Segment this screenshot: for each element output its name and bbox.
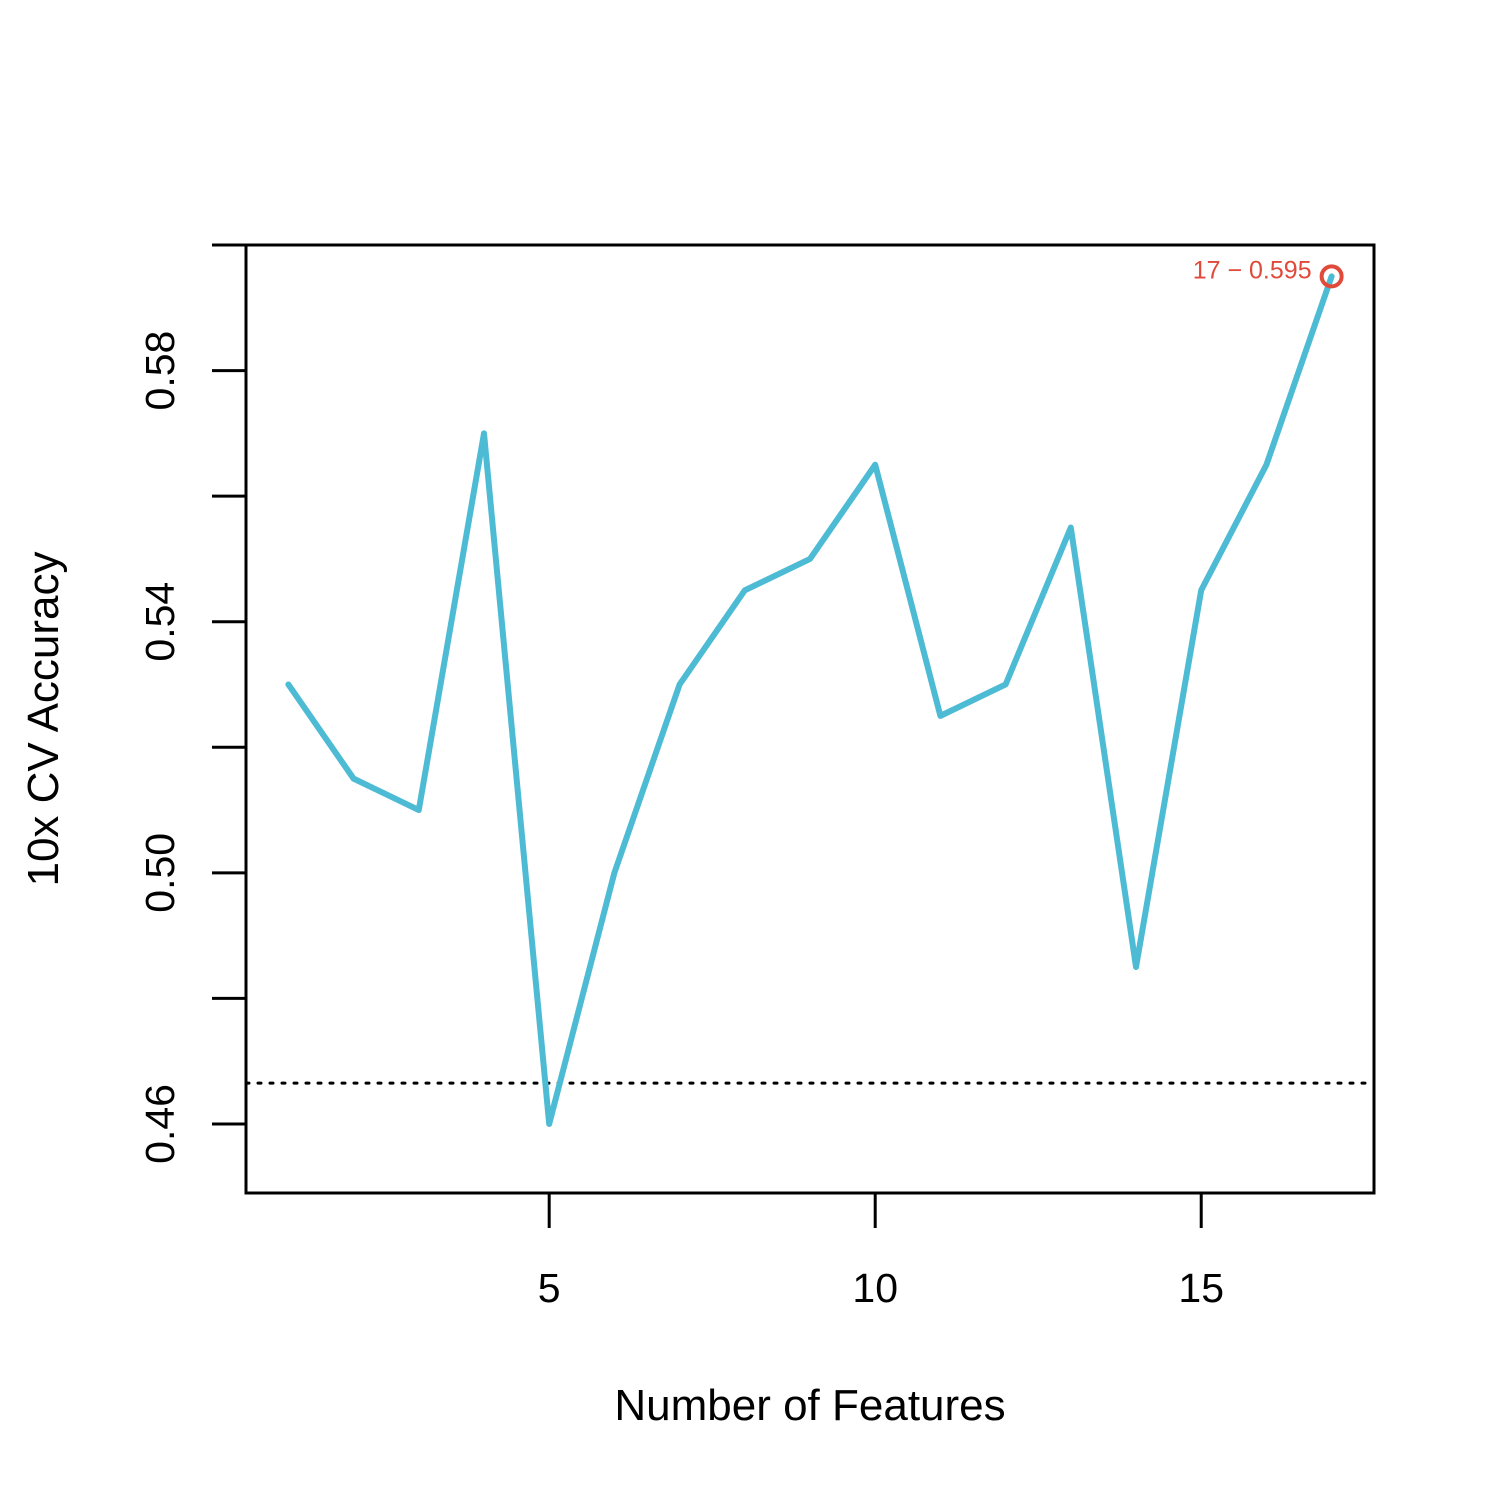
- x-tick-label-10: 10: [852, 1265, 898, 1311]
- data-point-17: [1329, 273, 1335, 279]
- x-tick-label-15: 15: [1178, 1265, 1224, 1311]
- best-point-label: 17 − 0.595: [1193, 256, 1312, 284]
- y-tick-label-4: 0.54: [137, 582, 183, 662]
- data-point-2: [351, 776, 357, 782]
- y-tick-label-0: 0.46: [137, 1084, 183, 1164]
- data-point-9: [807, 556, 813, 562]
- data-point-14: [1133, 964, 1139, 970]
- x-axis-title: Number of Features: [614, 1381, 1005, 1430]
- data-point-6: [611, 870, 617, 876]
- data-point-16: [1263, 462, 1269, 468]
- plot-frame: [244, 243, 1376, 1195]
- y-tick-label-6: 0.58: [137, 331, 183, 411]
- data-point-12: [1003, 681, 1009, 687]
- best-point-marker: [1319, 264, 1344, 289]
- y-axis-title: 10x CV Accuracy: [19, 551, 68, 886]
- data-point-13: [1068, 525, 1074, 531]
- labels-layer: 17 − 0.595 5 10 15 0.46 0.50 0.54 0.58 Number of…: [19, 256, 1312, 1430]
- x-tick-label-5: 5: [538, 1265, 561, 1311]
- data-point-10: [872, 462, 878, 468]
- data-point-5: [546, 1121, 552, 1127]
- data-point-8: [742, 587, 748, 593]
- axes-layer: [212, 243, 1376, 1228]
- plot-layer: [244, 264, 1376, 1127]
- accuracy-series-line: [285, 273, 1335, 1127]
- data-point-4: [481, 430, 487, 436]
- data-point-15: [1198, 587, 1204, 593]
- data-point-7: [677, 681, 683, 687]
- data-point-1: [285, 681, 291, 687]
- data-point-11: [937, 713, 943, 719]
- data-point-3: [416, 807, 422, 813]
- y-tick-label-2: 0.50: [137, 833, 183, 913]
